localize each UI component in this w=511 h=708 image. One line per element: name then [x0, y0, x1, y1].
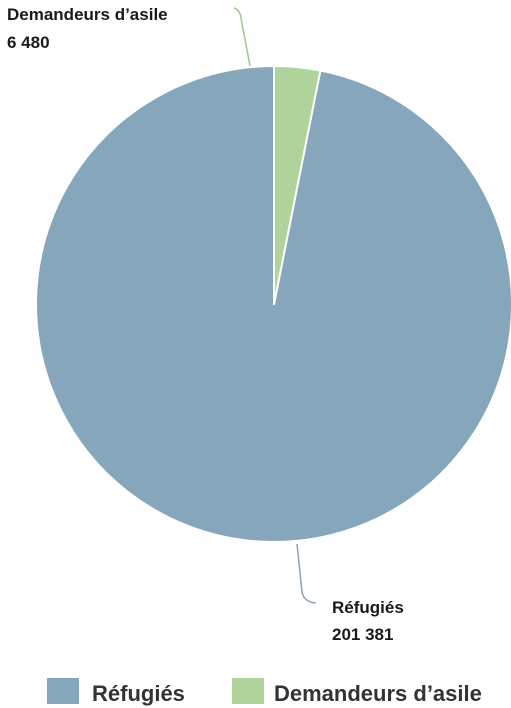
callout-line-refugies [296, 543, 317, 604]
slice-value-refugies: 201 381 [332, 625, 393, 644]
pie-slice-demandeurs [273, 65, 322, 305]
legend-swatch-demandeurs [232, 678, 264, 704]
slice-label-demandeurs: Demandeurs d’asile [7, 5, 168, 24]
legend: Réfugiés Demandeurs d’asile [47, 678, 482, 706]
callout-line-demandeurs [233, 7, 251, 67]
legend-label-demandeurs: Demandeurs d’asile [274, 681, 482, 706]
legend-swatch-refugies [47, 678, 79, 704]
slice-label-refugies: Réfugiés [332, 598, 404, 617]
pie-slices [35, 65, 511, 543]
legend-label-refugies: Réfugiés [92, 681, 185, 706]
slice-value-demandeurs: 6 480 [7, 33, 50, 52]
